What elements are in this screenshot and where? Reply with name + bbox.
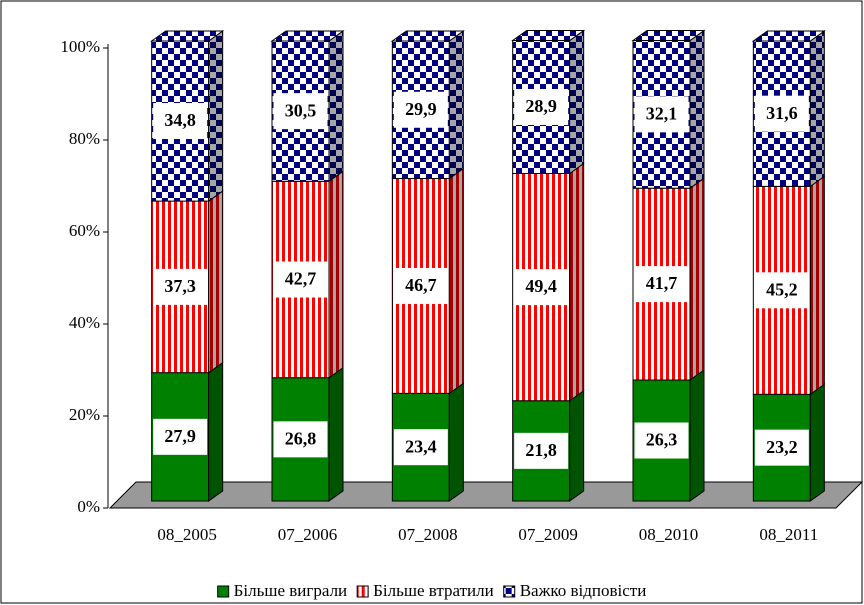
value-label-box <box>634 266 689 303</box>
bar-side-shade <box>690 30 704 189</box>
legend: Більше виграли Більше втратили Важко відпо… <box>217 581 647 600</box>
value-label-box <box>754 272 809 309</box>
bar-side-shade <box>449 383 464 501</box>
bar-side-shade <box>329 31 343 182</box>
y-tick-label: 20% <box>69 405 100 424</box>
value-label: 32,1 <box>646 103 678 123</box>
bar-top <box>751 30 826 42</box>
y-tick-label: 0% <box>77 497 100 516</box>
value-label-box <box>393 429 448 466</box>
value-label: 46,7 <box>405 275 437 295</box>
value-label: 49,4 <box>525 276 557 296</box>
value-label: 28,9 <box>525 96 557 116</box>
bar-top <box>631 30 706 42</box>
x-tick-label: 07_2009 <box>518 525 578 544</box>
bar-top <box>270 30 345 42</box>
value-label-box <box>153 268 208 305</box>
value-label-box <box>514 269 569 306</box>
value-label: 27,9 <box>164 426 196 446</box>
bar-side-shade <box>449 168 464 394</box>
value-label: 23,2 <box>766 437 798 457</box>
legend-marker <box>356 585 369 598</box>
bar-side-shade <box>569 163 584 401</box>
value-label-box <box>273 421 328 458</box>
y-tick-label: 60% <box>69 221 100 240</box>
bar-side-shade <box>810 31 825 187</box>
value-label-box <box>634 96 689 133</box>
bar-side-shade <box>690 178 704 381</box>
value-label: 31,6 <box>766 103 798 123</box>
bar-side-shade <box>810 384 825 501</box>
value-label: 41,7 <box>646 273 678 293</box>
y-tick-label: 40% <box>69 313 100 332</box>
bar-top <box>511 30 586 42</box>
bar-side-shade <box>690 370 704 501</box>
bar-side-shade <box>208 362 223 501</box>
x-tick-label: 07_2008 <box>398 525 458 544</box>
bar-side-shade <box>810 176 825 395</box>
value-label: 29,9 <box>405 99 437 119</box>
bar-side-shade <box>329 367 343 501</box>
x-tick-label: 08_2010 <box>639 525 699 544</box>
y-tick-label: 80% <box>69 129 100 148</box>
legend-label: Більше втратили <box>373 581 494 600</box>
value-label-box <box>273 261 328 298</box>
value-label: 37,3 <box>164 276 196 296</box>
bar-top <box>150 30 225 42</box>
value-label: 26,8 <box>285 428 317 448</box>
bar-side-shade <box>208 191 223 373</box>
value-label-box <box>153 418 208 455</box>
value-label: 45,2 <box>766 279 798 299</box>
value-label: 42,7 <box>285 269 317 289</box>
y-tick-label: 100% <box>60 37 100 56</box>
x-tick-label: 08_2005 <box>157 525 217 544</box>
value-label-box <box>514 432 569 469</box>
value-label-box <box>273 93 328 130</box>
bar-side-shade <box>329 171 343 378</box>
x-tick-label: 08_2011 <box>759 525 818 544</box>
value-label-box <box>393 91 448 128</box>
value-label-box <box>634 422 689 459</box>
value-label-box <box>754 429 809 466</box>
legend-marker <box>217 585 230 598</box>
value-label: 34,8 <box>164 110 196 130</box>
legend-label: Важко відповісти <box>520 581 647 600</box>
value-label: 23,4 <box>405 436 437 456</box>
bar-side-shade <box>569 390 584 501</box>
value-label: 30,5 <box>285 100 317 120</box>
legend-label: Більше виграли <box>234 581 347 600</box>
value-label-box <box>153 103 208 140</box>
bar-side-shade <box>208 31 223 202</box>
value-label-box <box>393 267 448 304</box>
bar-top <box>390 30 465 42</box>
value-label-box <box>754 95 809 132</box>
legend-marker <box>503 585 516 598</box>
value-label: 26,3 <box>646 430 678 450</box>
value-label-box <box>514 89 569 126</box>
x-tick-label: 07_2006 <box>278 525 338 544</box>
bar-side-shade <box>449 31 464 179</box>
bar-side-shade <box>569 30 584 174</box>
value-label: 21,8 <box>525 440 557 460</box>
